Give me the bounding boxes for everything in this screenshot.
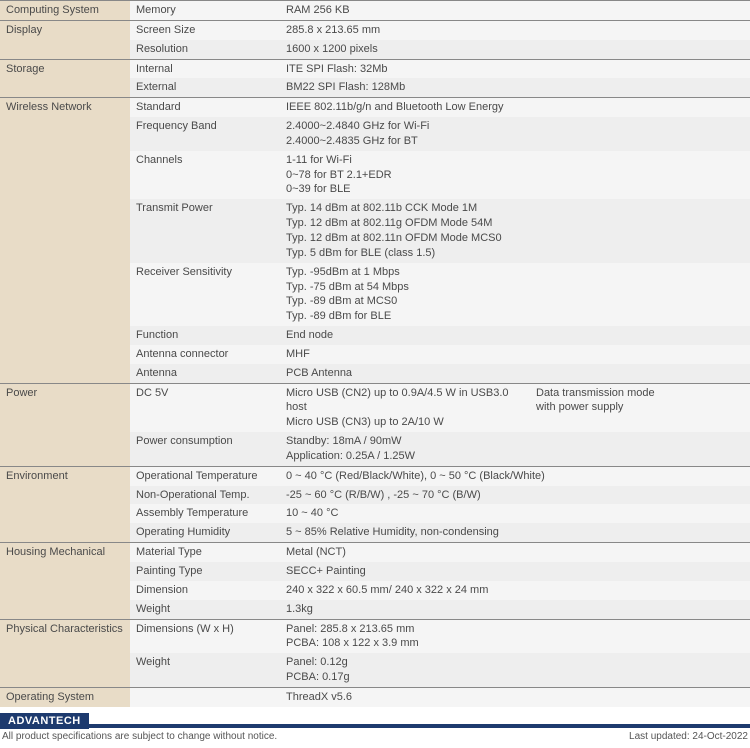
value-cell: Panel: 0.12g PCBA: 0.17g	[280, 653, 750, 687]
category-cell: Housing Mechanical	[0, 543, 130, 619]
attribute-cell: Dimension	[130, 581, 280, 600]
attribute-cell: External	[130, 78, 280, 97]
category-cell: Physical Characteristics	[0, 619, 130, 687]
attribute-cell: Function	[130, 326, 280, 345]
category-cell: Wireless Network	[0, 98, 130, 383]
value-cell: Typ. -95dBm at 1 Mbps Typ. -75 dBm at 54…	[280, 263, 750, 326]
attribute-cell: Standard	[130, 98, 280, 117]
value-cell: 5 ~ 85% Relative Humidity, non-condensin…	[280, 523, 750, 542]
category-cell: Operating System	[0, 687, 130, 706]
value-cell: MHF	[280, 345, 750, 364]
logo-rule	[89, 724, 750, 728]
footer-last-updated: Last updated: 24-Oct-2022	[629, 731, 748, 742]
category-cell: Storage	[0, 59, 130, 98]
attribute-cell: Antenna connector	[130, 345, 280, 364]
category-cell: Power	[0, 383, 130, 466]
value-cell: Standby: 18mA / 90mW Application: 0.25A …	[280, 432, 750, 466]
value-cell: End node	[280, 326, 750, 345]
spec-table: Computing SystemMemoryRAM 256 KBDisplayS…	[0, 0, 750, 707]
brand-logo: ADVANTECH	[0, 713, 89, 729]
attribute-cell: Material Type	[130, 543, 280, 562]
attribute-cell: Dimensions (W x H)	[130, 619, 280, 653]
attribute-cell: DC 5V	[130, 383, 280, 432]
attribute-cell: Receiver Sensitivity	[130, 263, 280, 326]
value-cell: 240 x 322 x 60.5 mm/ 240 x 322 x 24 mm	[280, 581, 750, 600]
attribute-cell: Channels	[130, 151, 280, 200]
attribute-cell: Transmit Power	[130, 199, 280, 262]
value-cell: -25 ~ 60 °C (R/B/W) , -25 ~ 70 °C (B/W)	[280, 486, 750, 505]
value-cell: 1600 x 1200 pixels	[280, 40, 750, 59]
category-cell: Display	[0, 20, 130, 59]
attribute-cell: Assembly Temperature	[130, 504, 280, 523]
value-cell: Panel: 285.8 x 213.65 mm PCBA: 108 x 122…	[280, 619, 750, 653]
attribute-cell: Weight	[130, 653, 280, 687]
attribute-cell: Antenna	[130, 364, 280, 383]
attribute-cell: Non-Operational Temp.	[130, 486, 280, 505]
footer: ADVANTECH All product specifications are…	[0, 713, 750, 748]
value-cell: 1-11 for Wi-Fi 0~78 for BT 2.1+EDR 0~39 …	[280, 151, 750, 200]
value-cell: RAM 256 KB	[280, 1, 750, 21]
attribute-cell: Resolution	[130, 40, 280, 59]
category-cell: Environment	[0, 466, 130, 542]
value-cell: Metal (NCT)	[280, 543, 750, 562]
value-cell: 285.8 x 213.65 mm	[280, 20, 750, 39]
attribute-cell	[130, 687, 280, 706]
attribute-cell: Frequency Band	[130, 117, 280, 151]
value-cell: 10 ~ 40 °C	[280, 504, 750, 523]
value-cell: Typ. 14 dBm at 802.11b CCK Mode 1M Typ. …	[280, 199, 750, 262]
attribute-cell: Operating Humidity	[130, 523, 280, 542]
attribute-cell: Screen Size	[130, 20, 280, 39]
attribute-cell: Painting Type	[130, 562, 280, 581]
attribute-cell: Operational Temperature	[130, 466, 280, 485]
value-note-cell: Data transmission mode with power supply	[530, 383, 750, 432]
value-cell: ITE SPI Flash: 32Mb	[280, 59, 750, 78]
value-cell: ThreadX v5.6	[280, 687, 750, 706]
attribute-cell: Internal	[130, 59, 280, 78]
value-cell: SECC+ Painting	[280, 562, 750, 581]
attribute-cell: Memory	[130, 1, 280, 21]
value-cell: 0 ~ 40 °C (Red/Black/White), 0 ~ 50 °C (…	[280, 466, 750, 485]
footer-disclaimer: All product specifications are subject t…	[2, 731, 277, 742]
value-cell: 2.4000~2.4840 GHz for Wi-Fi 2.4000~2.483…	[280, 117, 750, 151]
attribute-cell: Power consumption	[130, 432, 280, 466]
value-cell: IEEE 802.11b/g/n and Bluetooth Low Energ…	[280, 98, 750, 117]
value-cell: BM22 SPI Flash: 128Mb	[280, 78, 750, 97]
value-cell: 1.3kg	[280, 600, 750, 619]
category-cell: Computing System	[0, 1, 130, 21]
attribute-cell: Weight	[130, 600, 280, 619]
value-cell: PCB Antenna	[280, 364, 750, 383]
logo-strip: ADVANTECH	[0, 713, 750, 729]
value-cell: Micro USB (CN2) up to 0.9A/4.5 W in USB3…	[280, 383, 530, 432]
